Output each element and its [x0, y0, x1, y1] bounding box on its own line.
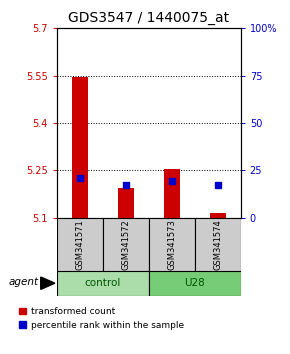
Title: GDS3547 / 1440075_at: GDS3547 / 1440075_at — [68, 11, 229, 24]
Bar — [164, 169, 180, 218]
Bar — [57, 271, 148, 296]
Bar — [117, 188, 134, 218]
Bar — [148, 271, 241, 296]
Text: GSM341571: GSM341571 — [75, 219, 84, 270]
Bar — [103, 218, 148, 271]
Bar — [210, 213, 226, 218]
Text: GSM341574: GSM341574 — [213, 219, 222, 270]
Text: control: control — [84, 278, 121, 288]
Bar — [57, 218, 103, 271]
Text: GSM341573: GSM341573 — [167, 219, 176, 270]
Bar — [72, 77, 88, 218]
Legend: transformed count, percentile rank within the sample: transformed count, percentile rank withi… — [19, 307, 184, 330]
Text: agent: agent — [8, 277, 39, 287]
Polygon shape — [41, 277, 55, 290]
Bar — [195, 218, 241, 271]
Bar — [148, 218, 195, 271]
Text: GSM341572: GSM341572 — [121, 219, 130, 270]
Text: U28: U28 — [184, 278, 205, 288]
